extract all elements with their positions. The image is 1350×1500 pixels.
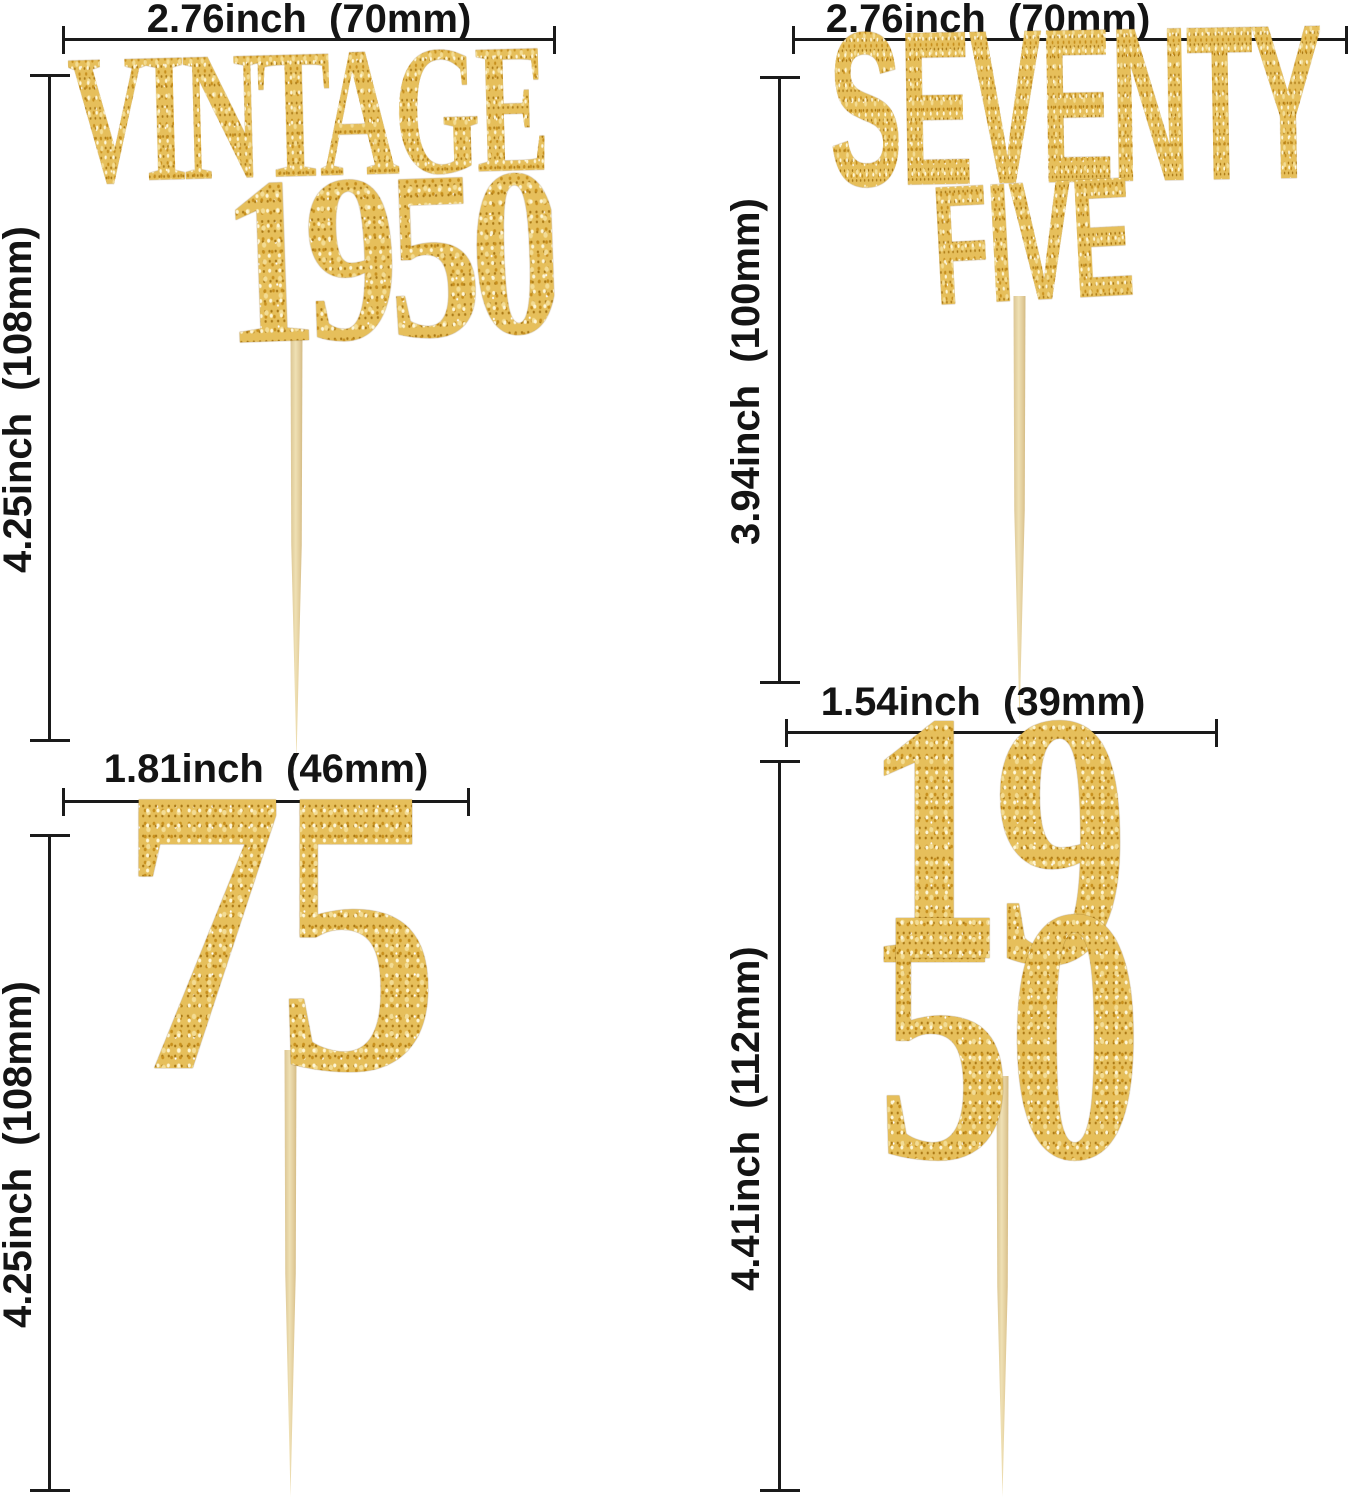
dimension-tick [467, 788, 470, 816]
height-label-75: 4.25inch (108mm) [0, 981, 40, 1328]
height-dimension-line-vintage-1950 [30, 74, 70, 742]
dimension-tick [760, 681, 800, 684]
height-dimension-line-seventy-five [760, 76, 800, 684]
dimension-line [778, 76, 781, 684]
dimension-tick [30, 739, 70, 742]
height-label-seventy-five: 3.94inch (100mm) [724, 198, 768, 545]
topper-text-five: FIVE [927, 141, 1137, 342]
dimension-tick [553, 26, 556, 54]
height-label-1950: 4.41inch (112mm) [724, 946, 768, 1291]
topper-text-75: 75 [120, 703, 432, 1157]
topper-text-50: 50 [876, 832, 1138, 1236]
height-dimension-line-75 [30, 834, 70, 1492]
toothpick-vintage-1950 [290, 330, 303, 760]
dimension-line [48, 834, 51, 1492]
topper-text-1950: 1950 [217, 117, 558, 395]
dimension-tick [760, 1489, 800, 1492]
dimension-tick [1215, 719, 1218, 747]
height-label-vintage-1950: 4.25inch (108mm) [0, 226, 40, 573]
dimension-tick [1345, 26, 1348, 54]
height-dimension-line-1950 [760, 760, 800, 1492]
dimension-line [48, 74, 51, 742]
dimension-line [778, 760, 781, 1492]
dimension-tick [30, 1489, 70, 1492]
